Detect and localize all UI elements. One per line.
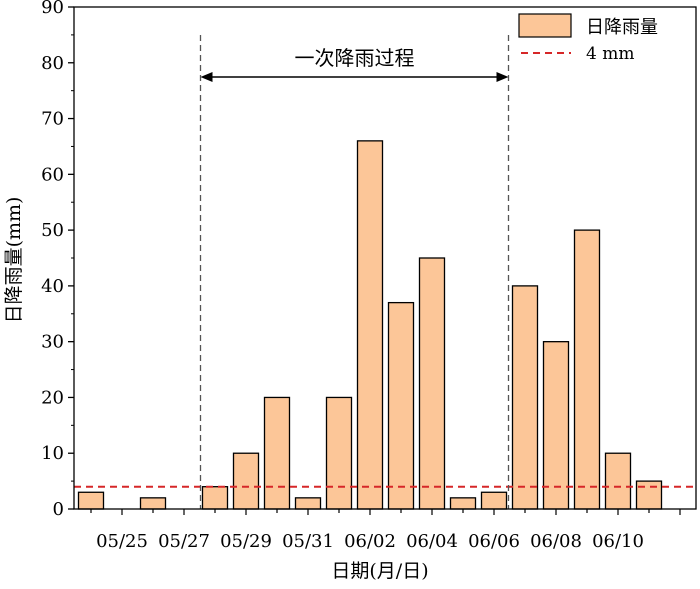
bar-05/31	[294, 497, 322, 510]
bar-06/09	[573, 229, 601, 510]
legend-swatch-bar	[518, 13, 572, 38]
bar-06/03	[387, 301, 415, 510]
x-tick-label: 05/27	[158, 531, 210, 552]
arrow-head-right	[496, 72, 509, 82]
y-tick-label: 60	[41, 164, 64, 185]
x-tick-label: 06/02	[344, 531, 396, 552]
plot-frame	[73, 6, 697, 510]
period-annotation: 一次降雨过程	[295, 46, 415, 70]
x-axis-label: 日期(月/日)	[331, 560, 428, 582]
bar-06/11	[635, 480, 663, 510]
bars-layer	[77, 140, 663, 510]
bar-06/07	[511, 285, 539, 510]
bar-06/05	[449, 497, 477, 510]
x-tick-label: 06/08	[530, 531, 582, 552]
x-tick-label: 06/04	[406, 531, 458, 552]
y-tick-label: 80	[41, 53, 64, 74]
y-tick-label: 20	[41, 387, 64, 408]
y-tick-label: 10	[41, 443, 64, 464]
bar-05/28	[201, 486, 229, 510]
legend-label-bar: 日降雨量	[586, 17, 658, 38]
bar-05/29	[232, 452, 260, 510]
x-tick-label: 06/06	[468, 531, 520, 552]
y-tick-label: 70	[41, 109, 64, 130]
x-tick-label: 05/25	[96, 531, 148, 552]
bar-06/04	[418, 257, 446, 510]
legend-label-line: 4 mm	[586, 44, 634, 64]
arrow-head-left	[200, 72, 213, 82]
x-tick-label: 05/31	[282, 531, 334, 552]
x-tick-label: 05/29	[220, 531, 272, 552]
bar-05/30	[263, 396, 291, 510]
bar-06/08	[542, 341, 570, 510]
y-tick-label: 50	[41, 220, 64, 241]
bar-05/24	[77, 491, 105, 510]
y-tick-label: 40	[41, 276, 64, 297]
x-tick-label: 06/10	[592, 531, 644, 552]
axes-layer: 0 10 20 30 40 50 60 70 80 90 05/25 05/27 05/29 05/31 0…	[41, 0, 697, 552]
bar-06/01	[325, 396, 353, 510]
bar-05/26	[139, 497, 167, 510]
y-tick-label: 0	[53, 499, 64, 520]
y-axis-label: 日降雨量(mm)	[3, 197, 25, 324]
annotation-layer: 一次降雨过程	[200, 46, 509, 82]
legend: 日降雨量 4 mm	[518, 13, 658, 64]
bar-06/06	[480, 491, 508, 510]
bar-06/02	[356, 140, 384, 510]
period-boundaries	[199, 35, 510, 509]
y-tick-label: 30	[41, 332, 64, 353]
y-tick-label: 90	[41, 0, 64, 18]
bar-06/10	[604, 452, 632, 510]
